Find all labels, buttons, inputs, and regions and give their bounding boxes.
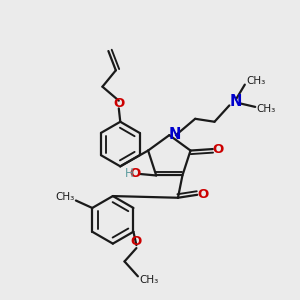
Text: N: N — [169, 127, 181, 142]
Text: CH₃: CH₃ — [246, 76, 266, 86]
Text: CH₃: CH₃ — [257, 104, 276, 114]
Text: O: O — [130, 167, 141, 180]
Text: O: O — [113, 97, 124, 110]
Text: O: O — [131, 235, 142, 248]
Text: CH₃: CH₃ — [55, 192, 74, 202]
Text: O: O — [197, 188, 208, 201]
Text: N: N — [230, 94, 242, 109]
Text: O: O — [212, 142, 224, 156]
Text: CH₃: CH₃ — [140, 275, 159, 285]
Text: H: H — [125, 167, 134, 180]
